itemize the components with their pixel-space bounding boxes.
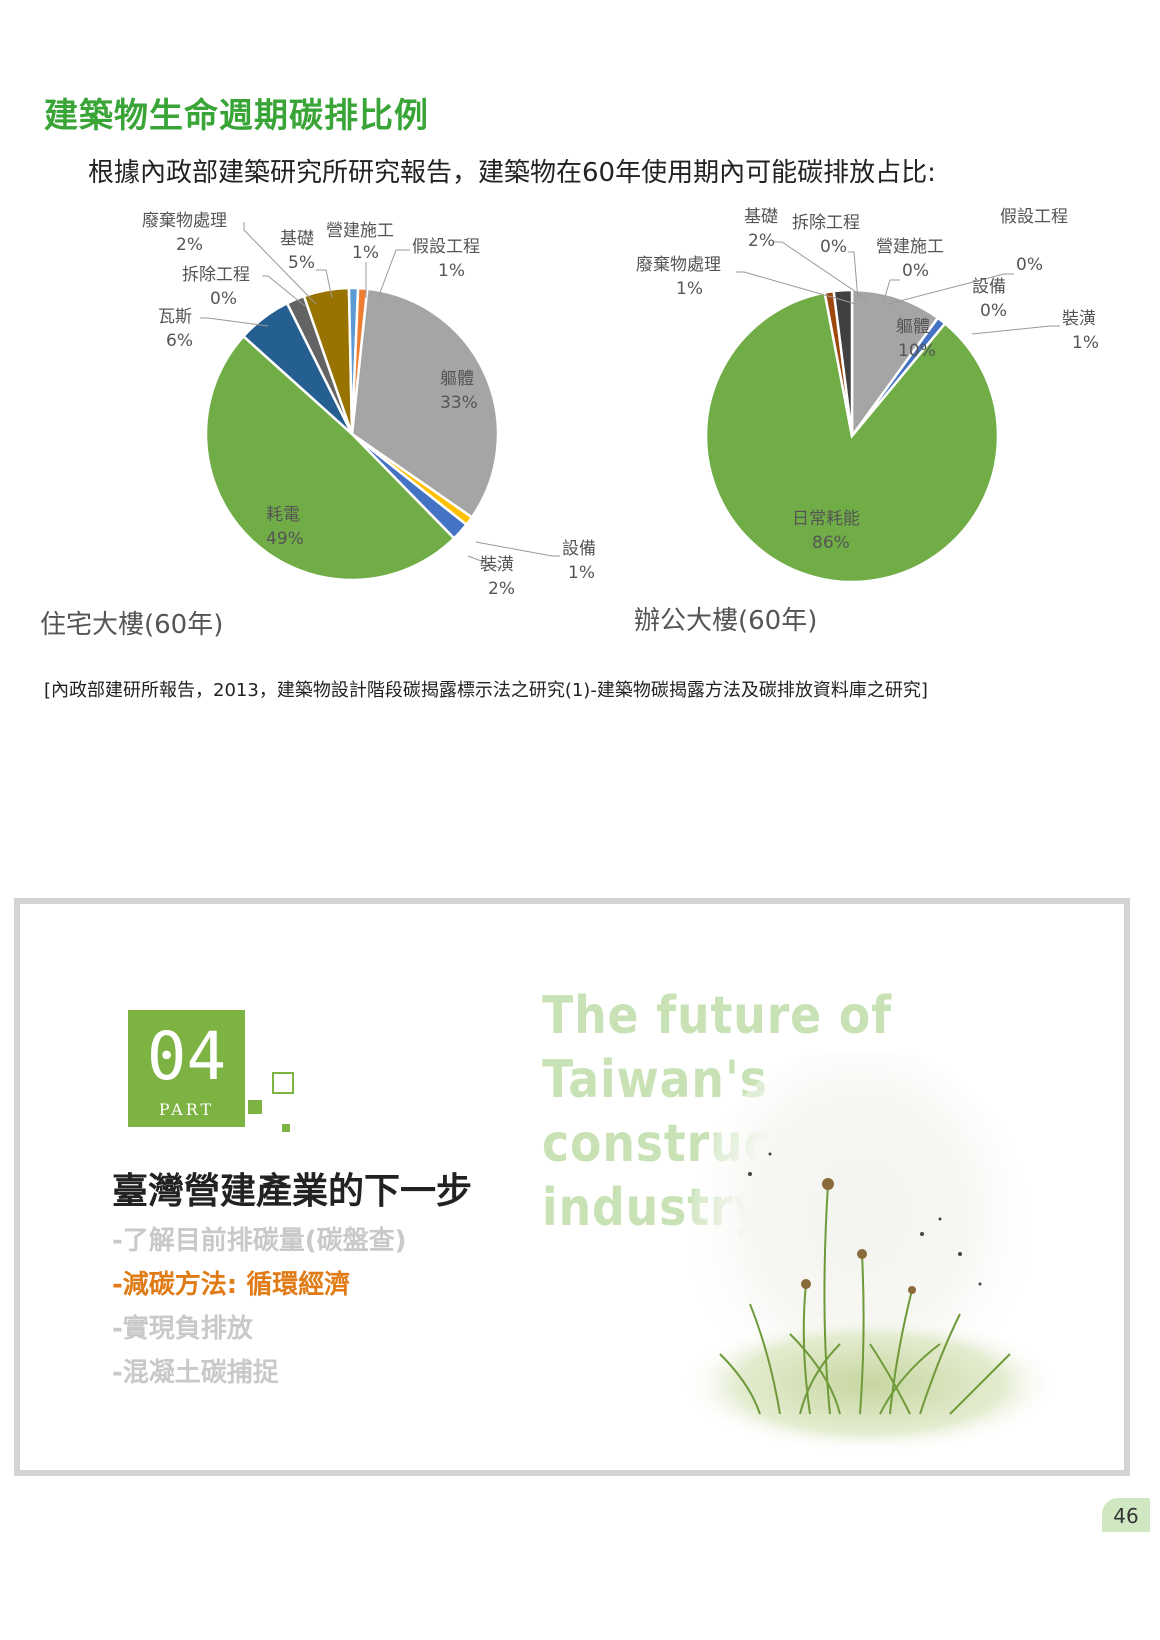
label-office-body-val: 10%: [898, 341, 936, 361]
label-gas-val: 6%: [166, 331, 193, 351]
pie-charts: 廢棄物處理 2% 拆除工程 0% 瓦斯 6% 基礎 5% 營建施工 1% 假設工…: [142, 207, 1099, 599]
bullet-circular-economy: -減碳方法: 循環經濟: [112, 1270, 351, 1300]
label-electricity-val: 49%: [266, 529, 304, 549]
label-office-decoration-val: 1%: [1072, 333, 1099, 353]
label-office-energy: 日常耗能: [792, 509, 860, 529]
label-decoration-val: 2%: [488, 579, 515, 599]
label-electricity: 耗電: [266, 505, 300, 525]
label-equipment: 設備: [562, 539, 596, 559]
label-construction: 營建施工: [326, 221, 394, 241]
bullet-concrete-capture: -混凝土碳捕捉: [112, 1358, 279, 1388]
deco-square-small: [282, 1124, 290, 1132]
label-office-construction-val: 0%: [902, 261, 929, 281]
label-body-val: 33%: [440, 393, 478, 413]
part-label: PART: [158, 1100, 215, 1119]
label-decoration: 裝潢: [480, 555, 514, 575]
pie-slice-3: [204, 334, 456, 582]
label-demolition-val: 0%: [210, 289, 237, 309]
slide-panel: 04 PART The future of Taiwan's construct…: [14, 898, 1130, 1476]
office-pie: [704, 288, 1000, 584]
office-labels: 基礎 2% 拆除工程 0% 廢棄物處理 1% 營建施工 0% 假設工程 0% 設…: [636, 207, 1099, 553]
label-office-energy-val: 86%: [812, 533, 850, 553]
label-office-demolition-val: 0%: [820, 237, 847, 257]
label-office-body: 軀體: [896, 317, 930, 337]
residential-labels: 廢棄物處理 2% 拆除工程 0% 瓦斯 6% 基礎 5% 營建施工 1% 假設工…: [142, 211, 596, 599]
label-waste-val: 2%: [176, 235, 203, 255]
label-waste: 廢棄物處理: [142, 211, 227, 231]
label-office-foundation: 基礎: [744, 207, 778, 227]
label-foundation-val: 5%: [288, 253, 315, 273]
label-office-waste: 廢棄物處理: [636, 255, 721, 275]
part-number: 04: [146, 1018, 227, 1095]
label-office-temporary: 假設工程: [1000, 207, 1068, 227]
residential-pie: [204, 286, 500, 582]
label-office-foundation-val: 2%: [748, 231, 775, 251]
english-heading-line1: The future of Taiwan's: [542, 986, 893, 1110]
intro-text: 根據內政部建築研究所研究報告，建築物在60年使用期內可能碳排放占比:: [88, 158, 936, 188]
citation: [內政部建研所報告，2013，建築物設計階段碳揭露標示法之研究(1)-建築物碳揭…: [44, 680, 928, 701]
section-title: 建築物生命週期碳排比例: [44, 96, 429, 136]
label-gas: 瓦斯: [158, 307, 192, 327]
bullet-negative-emission: -實現負排放: [112, 1314, 253, 1344]
pie-slice-9: [350, 286, 369, 435]
bullet-carbon-inventory: -了解目前排碳量(碳盤查): [112, 1226, 407, 1256]
deco-square-outline: [272, 1072, 294, 1094]
label-temporary-val: 1%: [438, 261, 465, 281]
slide-heading: 臺灣營建產業的下一步: [112, 1171, 473, 1212]
label-foundation: 基礎: [280, 229, 314, 249]
label-office-equipment-val: 0%: [980, 301, 1007, 321]
label-body: 軀體: [440, 369, 474, 389]
label-office-decoration: 裝潢: [1062, 309, 1096, 329]
label-construction-val: 1%: [352, 243, 379, 263]
office-chart-title: 辦公大樓(60年): [634, 606, 818, 636]
pie-slice-3: [704, 291, 1000, 584]
label-office-equipment: 設備: [972, 277, 1006, 297]
part-box: 04 PART: [128, 1010, 245, 1127]
pie-slice-5: [832, 288, 854, 437]
pie-slice-0: [850, 288, 940, 440]
deco-square-filled: [248, 1100, 262, 1114]
label-demolition: 拆除工程: [182, 265, 250, 285]
page-number-badge: 46: [1102, 1498, 1150, 1532]
label-temporary: 假設工程: [412, 237, 480, 257]
label-office-temporary-val: 0%: [1016, 255, 1043, 275]
label-office-waste-val: 1%: [676, 279, 703, 299]
label-equipment-val: 1%: [568, 563, 595, 583]
dandelion-illustration: [680, 1054, 1060, 1454]
label-office-construction: 營建施工: [876, 237, 944, 257]
residential-chart-title: 住宅大樓(60年): [40, 610, 224, 640]
pie-slice-0: [350, 287, 500, 520]
label-office-demolition: 拆除工程: [792, 213, 860, 233]
